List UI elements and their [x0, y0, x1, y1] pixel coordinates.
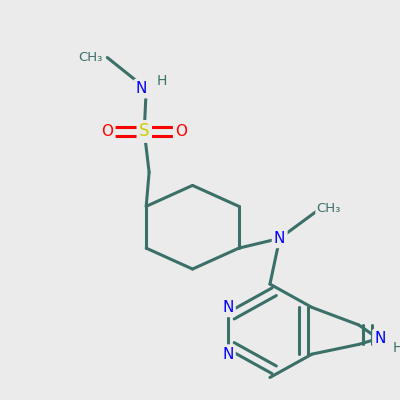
Text: CH₃: CH₃ — [78, 51, 102, 64]
Text: H: H — [156, 74, 167, 88]
Text: CH₃: CH₃ — [317, 202, 341, 215]
Text: S: S — [139, 122, 150, 140]
Text: N: N — [274, 231, 285, 246]
Text: H: H — [392, 341, 400, 355]
Text: O: O — [101, 124, 113, 139]
Text: N: N — [136, 81, 147, 96]
Text: N: N — [222, 347, 234, 362]
Text: O: O — [175, 124, 187, 139]
Text: N: N — [222, 300, 234, 315]
Text: N: N — [374, 331, 386, 346]
